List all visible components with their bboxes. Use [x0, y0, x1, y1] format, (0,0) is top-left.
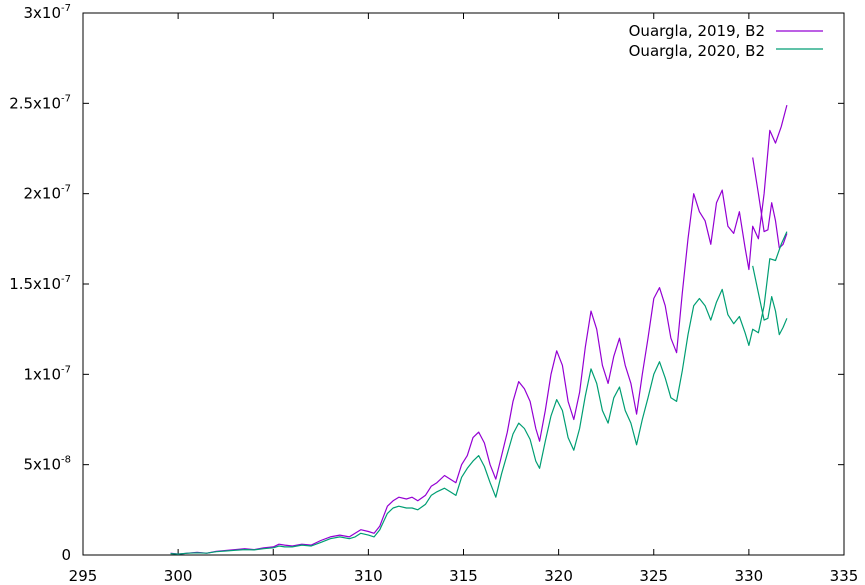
x-tick-label: 300 — [164, 567, 193, 585]
x-tick-label: 295 — [69, 567, 98, 585]
y-tick-labels: 0 5x10-8 1x10-7 1.5x10-7 2x10-7 2.5x10-7 3x10-… — [9, 3, 71, 564]
y-tick-label: 2x10-7 — [24, 184, 72, 203]
y-tick-label: 1x10-7 — [24, 364, 72, 383]
x-tick-label: 315 — [449, 567, 478, 585]
y-tick-label: 5x10-8 — [24, 455, 72, 474]
series-lines — [170, 104, 788, 555]
x-tick-label: 310 — [354, 567, 383, 585]
axis-ticks — [82, 12, 845, 556]
y-tick-label: 1.5x10-7 — [9, 274, 71, 293]
y-tick-label: 2.5x10-7 — [9, 93, 71, 112]
x-tick-label: 305 — [259, 567, 288, 585]
x-tick-labels: 295 300 305 310 315 320 325 330 335 — [69, 567, 859, 585]
x-tick-label: 320 — [544, 567, 573, 585]
legend: Ouargla, 2019, B2 Ouargla, 2020, B2 — [629, 22, 823, 60]
x-tick-label: 330 — [735, 567, 764, 585]
y-tick-label: 0 — [61, 546, 71, 564]
series-line-tail-1 — [752, 265, 788, 336]
y-tick-label: 3x10-7 — [24, 3, 72, 22]
series-line-0 — [170, 104, 788, 555]
series-line-1 — [170, 231, 788, 555]
series-line-tail-0 — [752, 157, 788, 249]
legend-label-2020: Ouargla, 2020, B2 — [629, 42, 765, 60]
x-tick-label: 335 — [830, 567, 859, 585]
legend-label-2019: Ouargla, 2019, B2 — [629, 22, 765, 40]
x-tick-label: 325 — [639, 567, 668, 585]
